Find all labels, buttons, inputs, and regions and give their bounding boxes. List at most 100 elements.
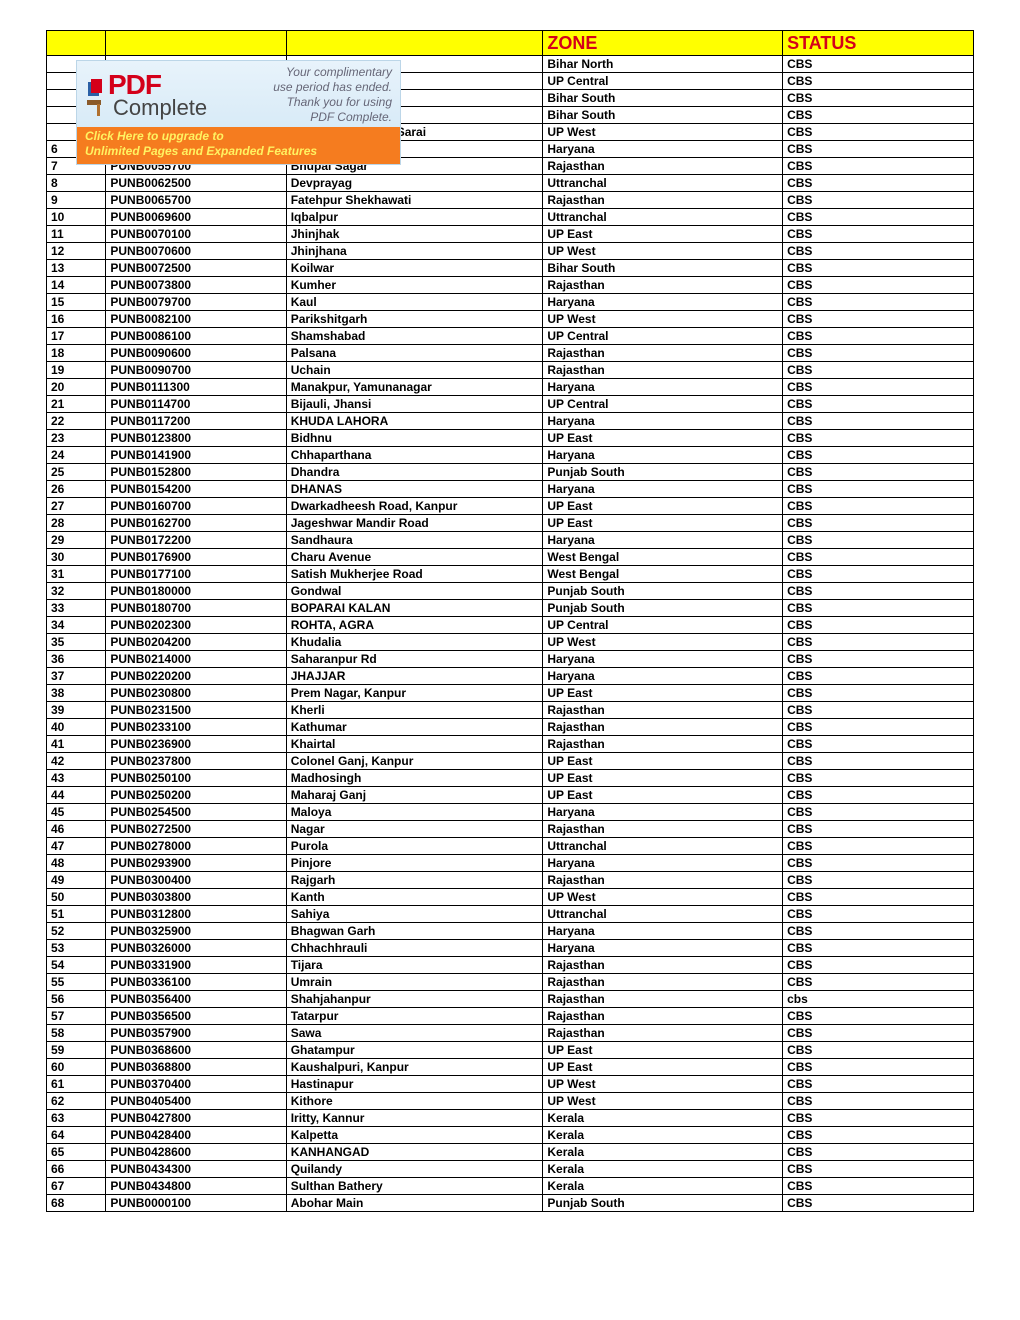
cell-zone: Haryana	[543, 651, 783, 668]
cell-sn: 28	[47, 515, 106, 532]
cell-status: CBS	[783, 872, 974, 889]
cell-branch: Charu Avenue	[286, 549, 543, 566]
cell-branch: ROHTA, AGRA	[286, 617, 543, 634]
cell-code: PUNB0356500	[106, 1008, 286, 1025]
cell-sn: 10	[47, 209, 106, 226]
cell-status: CBS	[783, 838, 974, 855]
cell-zone: Punjab South	[543, 464, 783, 481]
cell-branch: Chhaparthana	[286, 447, 543, 464]
cell-branch: Palsana	[286, 345, 543, 362]
header-status: STATUS	[783, 31, 974, 56]
cell-branch: KHUDA LAHORA	[286, 413, 543, 430]
cell-status: CBS	[783, 957, 974, 974]
cell-branch: Shamshabad	[286, 328, 543, 345]
table-row: 62PUNB0405400KithoreUP WestCBS	[47, 1093, 974, 1110]
cell-sn: 24	[47, 447, 106, 464]
cell-sn: 9	[47, 192, 106, 209]
cell-zone: UP East	[543, 753, 783, 770]
cell-code: PUNB0062500	[106, 175, 286, 192]
cell-sn: 21	[47, 396, 106, 413]
cell-code: PUNB0368800	[106, 1059, 286, 1076]
cell-sn: 48	[47, 855, 106, 872]
cell-sn: 51	[47, 906, 106, 923]
cell-status: CBS	[783, 804, 974, 821]
cell-sn: 39	[47, 702, 106, 719]
cell-status: CBS	[783, 787, 974, 804]
cell-status: CBS	[783, 243, 974, 260]
cell-branch: Hastinapur	[286, 1076, 543, 1093]
cell-branch: Parikshitgarh	[286, 311, 543, 328]
table-row: 13PUNB0072500KoilwarBihar SouthCBS	[47, 260, 974, 277]
cell-sn: 15	[47, 294, 106, 311]
cell-branch: Koilwar	[286, 260, 543, 277]
cell-status: CBS	[783, 141, 974, 158]
cell-branch: Prem Nagar, Kanpur	[286, 685, 543, 702]
cell-status: CBS	[783, 923, 974, 940]
cell-status: CBS	[783, 158, 974, 175]
cell-status: CBS	[783, 1161, 974, 1178]
cell-zone: Rajasthan	[543, 362, 783, 379]
cell-sn: 36	[47, 651, 106, 668]
table-row: 48PUNB0293900PinjoreHaryanaCBS	[47, 855, 974, 872]
cell-sn: 17	[47, 328, 106, 345]
cell-branch: Umrain	[286, 974, 543, 991]
table-row: 46PUNB0272500NagarRajasthanCBS	[47, 821, 974, 838]
cell-zone: UP East	[543, 515, 783, 532]
cell-zone: UP East	[543, 787, 783, 804]
cell-status: CBS	[783, 1195, 974, 1212]
cell-zone: UP Central	[543, 396, 783, 413]
cell-zone: Haryana	[543, 447, 783, 464]
cell-sn: 59	[47, 1042, 106, 1059]
cell-zone: UP East	[543, 1059, 783, 1076]
cell-branch: Madhosingh	[286, 770, 543, 787]
pdf-complete-banner[interactable]: PDF Complete Your complimentary use peri…	[76, 60, 401, 165]
cell-status: CBS	[783, 668, 974, 685]
cell-code: PUNB0300400	[106, 872, 286, 889]
table-row: 31PUNB0177100Satish Mukherjee RoadWest B…	[47, 566, 974, 583]
cell-sn: 11	[47, 226, 106, 243]
cell-sn: 45	[47, 804, 106, 821]
cell-sn: 26	[47, 481, 106, 498]
cell-code: PUNB0250200	[106, 787, 286, 804]
cell-branch: Gondwal	[286, 583, 543, 600]
cell-sn: 60	[47, 1059, 106, 1076]
cell-sn: 50	[47, 889, 106, 906]
cell-branch: KANHANGAD	[286, 1144, 543, 1161]
cell-status: CBS	[783, 1008, 974, 1025]
cell-zone: Haryana	[543, 804, 783, 821]
cell-status: CBS	[783, 277, 974, 294]
table-row: 23PUNB0123800BidhnuUP EastCBS	[47, 430, 974, 447]
cell-zone: Bihar South	[543, 260, 783, 277]
cell-status: CBS	[783, 56, 974, 73]
cell-branch: Ghatampur	[286, 1042, 543, 1059]
cell-zone: Haryana	[543, 294, 783, 311]
table-row: 25PUNB0152800DhandraPunjab SouthCBS	[47, 464, 974, 481]
cell-code: PUNB0072500	[106, 260, 286, 277]
table-row: 16PUNB0082100ParikshitgarhUP WestCBS	[47, 311, 974, 328]
cell-zone: Kerala	[543, 1178, 783, 1195]
cell-sn: 25	[47, 464, 106, 481]
cell-zone: Bihar South	[543, 90, 783, 107]
cell-status: CBS	[783, 481, 974, 498]
cell-sn: 18	[47, 345, 106, 362]
cell-sn: 54	[47, 957, 106, 974]
cell-status: CBS	[783, 345, 974, 362]
cell-status: CBS	[783, 90, 974, 107]
cell-zone: Kerala	[543, 1110, 783, 1127]
cell-status: CBS	[783, 651, 974, 668]
cell-sn: 35	[47, 634, 106, 651]
cell-zone: UP East	[543, 685, 783, 702]
cell-code: PUNB0090600	[106, 345, 286, 362]
table-row: 29PUNB0172200SandhauraHaryanaCBS	[47, 532, 974, 549]
cell-status: CBS	[783, 532, 974, 549]
banner-cta[interactable]: Click Here to upgrade to Unlimited Pages…	[77, 127, 400, 164]
cell-sn: 63	[47, 1110, 106, 1127]
cell-zone: Rajasthan	[543, 702, 783, 719]
cell-sn: 16	[47, 311, 106, 328]
table-row: 37PUNB0220200JHAJJARHaryanaCBS	[47, 668, 974, 685]
cell-status: CBS	[783, 430, 974, 447]
cell-code: PUNB0079700	[106, 294, 286, 311]
cell-status: CBS	[783, 209, 974, 226]
cell-zone: Haryana	[543, 413, 783, 430]
cell-sn: 67	[47, 1178, 106, 1195]
